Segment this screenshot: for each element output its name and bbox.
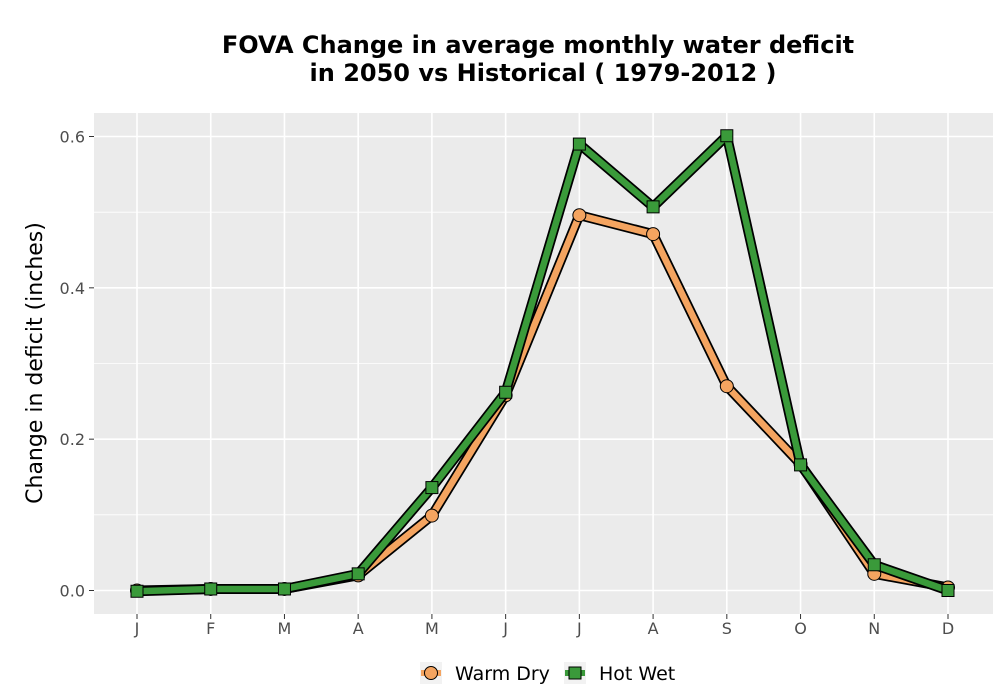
- y-tick-label: 0.2: [60, 430, 85, 449]
- x-tick-label: A: [353, 619, 364, 638]
- legend-item-hot-wet: Hot Wet: [564, 662, 675, 685]
- x-tick-label: A: [648, 619, 659, 638]
- chart-title-line-1: FOVA Change in average monthly water def…: [222, 31, 854, 59]
- legend: Warm Dry Hot Wet: [420, 662, 675, 685]
- y-axis-label: Change in deficit (inches): [23, 222, 48, 504]
- series-line: [133, 132, 952, 595]
- x-tick-label: J: [502, 619, 508, 638]
- data-point-square: [794, 458, 808, 472]
- data-point-square: [351, 567, 365, 581]
- grid-lines: [94, 113, 993, 614]
- x-tick-label: D: [942, 619, 954, 638]
- legend-item-warm-dry: Warm Dry: [420, 662, 550, 685]
- y-tick-label: 0.4: [60, 279, 85, 298]
- legend-label: Hot Wet: [599, 663, 675, 685]
- data-point-circle: [646, 227, 661, 242]
- x-tick-label: M: [425, 619, 439, 638]
- data-point-square: [867, 558, 881, 572]
- axis-layer: 0.0 0.2 0.4 0.6 J F M A M J J A S O N D: [60, 128, 955, 639]
- legend-marker-square: [568, 666, 582, 680]
- data-point-square: [572, 137, 586, 151]
- data-point-square: [204, 582, 218, 596]
- data-point-circle: [424, 508, 439, 523]
- data-point-square: [646, 200, 660, 214]
- x-tick-label: J: [576, 619, 582, 638]
- data-point-square: [499, 385, 513, 399]
- chart-title-line-2: in 2050 vs Historical ( 1979-2012 ): [310, 59, 777, 87]
- data-point-square: [425, 481, 439, 495]
- legend-marker-circle: [424, 666, 438, 680]
- x-tick-label: J: [134, 619, 140, 638]
- y-tick-label: 0.6: [60, 128, 85, 147]
- data-point-square: [720, 129, 734, 143]
- series-layer: [130, 129, 955, 598]
- x-tick-label: M: [278, 619, 292, 638]
- x-tick-label: N: [868, 619, 880, 638]
- series-hot-wet: [130, 129, 955, 598]
- x-tick-label: F: [206, 619, 215, 638]
- data-point-circle: [719, 379, 734, 394]
- data-point-square: [941, 584, 955, 597]
- data-point-circle: [572, 208, 587, 223]
- x-tick-label: S: [722, 619, 732, 638]
- y-tick-label: 0.0: [60, 582, 85, 601]
- data-point-square: [130, 584, 144, 598]
- data-point-square: [277, 582, 291, 596]
- legend-label: Warm Dry: [455, 663, 550, 685]
- x-tick-label: O: [794, 619, 807, 638]
